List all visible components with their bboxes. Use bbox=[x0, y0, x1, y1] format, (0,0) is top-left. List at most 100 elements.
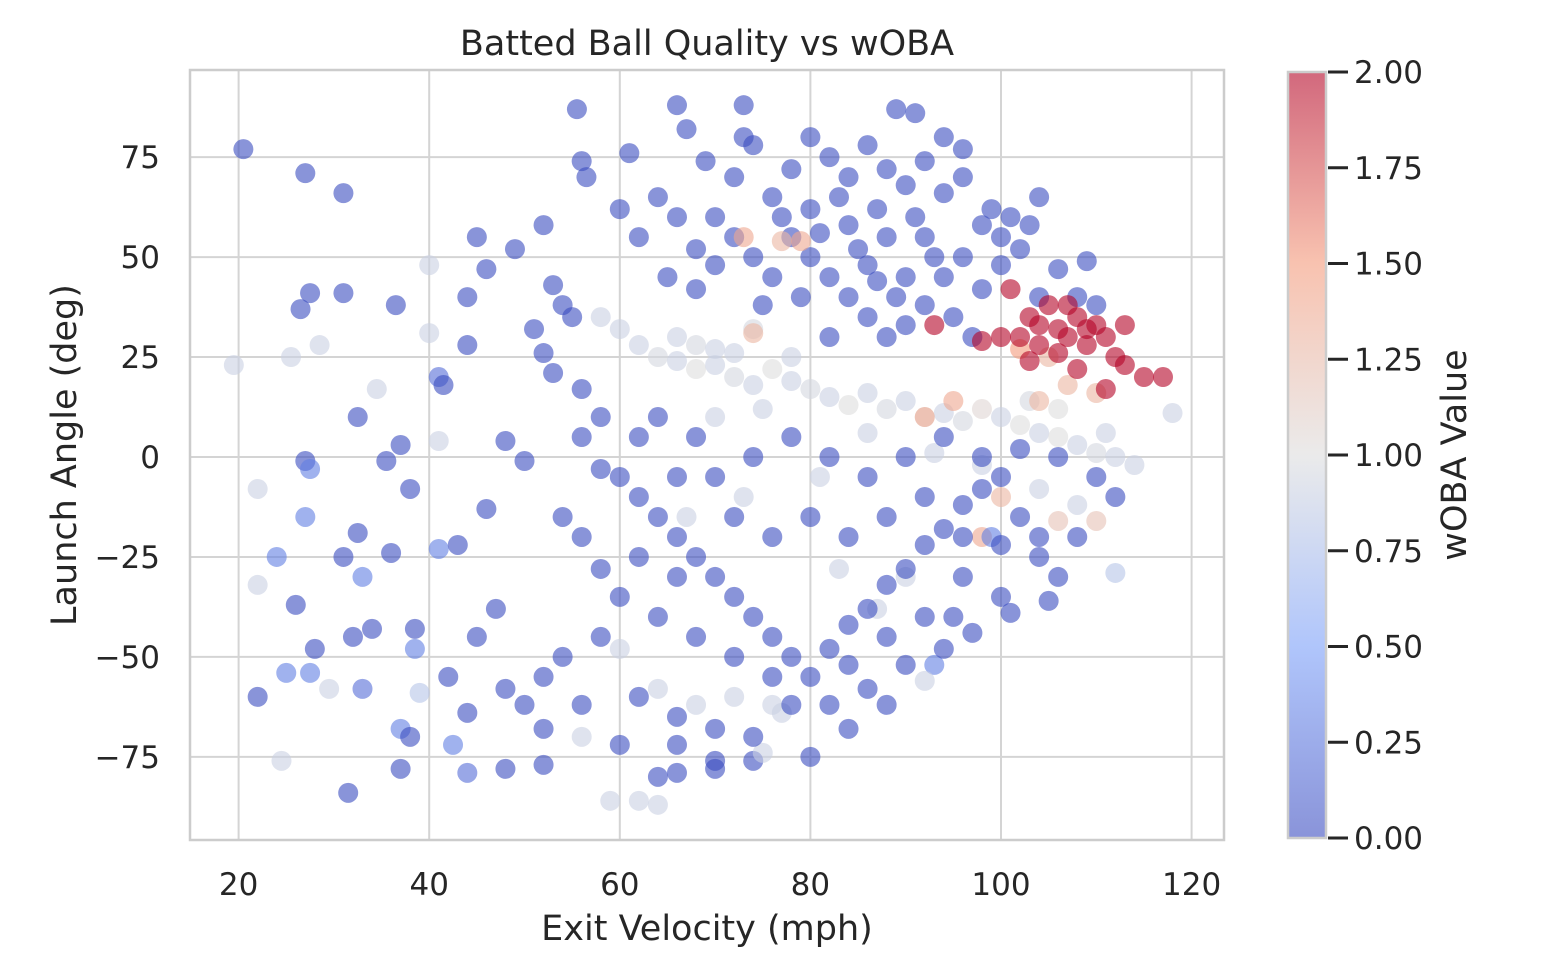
data-point bbox=[876, 626, 897, 647]
data-point bbox=[1086, 295, 1107, 316]
data-point bbox=[952, 526, 973, 547]
data-point bbox=[1105, 562, 1126, 583]
x-axis-ticks: 20 40 60 80 100 120 bbox=[219, 867, 1221, 903]
data-point bbox=[686, 694, 707, 715]
data-point bbox=[366, 379, 387, 400]
data-point bbox=[362, 618, 383, 639]
colorbar-tick-label: 1.50 bbox=[1354, 247, 1423, 283]
data-point bbox=[781, 371, 802, 392]
data-point bbox=[1019, 351, 1040, 372]
data-point bbox=[1105, 347, 1126, 368]
data-point bbox=[800, 247, 821, 268]
data-point bbox=[590, 626, 611, 647]
data-point bbox=[666, 95, 687, 116]
data-point bbox=[600, 790, 621, 811]
data-point bbox=[819, 446, 840, 467]
x-tick-label: 80 bbox=[791, 867, 830, 903]
data-point bbox=[476, 259, 497, 280]
data-point bbox=[990, 327, 1011, 348]
data-point bbox=[686, 427, 707, 448]
data-point bbox=[895, 446, 916, 467]
data-point bbox=[819, 694, 840, 715]
data-point bbox=[676, 506, 697, 527]
data-point bbox=[705, 339, 726, 360]
data-point bbox=[733, 127, 754, 148]
data-point bbox=[724, 686, 745, 707]
data-point bbox=[1086, 466, 1107, 487]
data-point bbox=[533, 718, 554, 739]
y-tick-label: 25 bbox=[121, 340, 160, 376]
data-point bbox=[514, 694, 535, 715]
data-point bbox=[466, 227, 487, 248]
data-point bbox=[352, 566, 373, 587]
data-point bbox=[457, 762, 478, 783]
data-point bbox=[809, 466, 830, 487]
data-point bbox=[1067, 494, 1088, 515]
data-point bbox=[304, 638, 325, 659]
data-point bbox=[1076, 335, 1097, 356]
data-point bbox=[1048, 566, 1069, 587]
data-point bbox=[990, 227, 1011, 248]
data-point bbox=[971, 478, 992, 499]
data-point bbox=[876, 227, 897, 248]
data-point bbox=[404, 638, 425, 659]
x-tick-label: 60 bbox=[600, 867, 639, 903]
data-point bbox=[285, 594, 306, 615]
data-point bbox=[352, 678, 373, 699]
data-point bbox=[543, 363, 564, 384]
x-axis-label: Exit Velocity (mph) bbox=[541, 909, 873, 949]
data-point bbox=[457, 287, 478, 308]
data-point bbox=[933, 638, 954, 659]
data-point bbox=[828, 558, 849, 579]
data-point bbox=[1076, 319, 1097, 340]
data-point bbox=[800, 379, 821, 400]
data-point bbox=[971, 399, 992, 420]
data-point bbox=[838, 654, 859, 675]
data-point bbox=[895, 175, 916, 196]
data-point bbox=[485, 598, 506, 619]
data-point bbox=[385, 295, 406, 316]
data-point bbox=[781, 159, 802, 180]
data-point bbox=[619, 143, 640, 164]
y-tick-label: −25 bbox=[95, 540, 160, 576]
data-point bbox=[543, 275, 564, 296]
data-point bbox=[628, 546, 649, 567]
data-point bbox=[819, 327, 840, 348]
data-point bbox=[857, 598, 878, 619]
data-point bbox=[419, 323, 440, 344]
data-point bbox=[647, 766, 668, 787]
data-point bbox=[609, 638, 630, 659]
data-point bbox=[1133, 367, 1154, 388]
data-point bbox=[952, 139, 973, 160]
data-point bbox=[895, 558, 916, 579]
data-point bbox=[914, 606, 935, 627]
data-point bbox=[443, 734, 464, 755]
data-point bbox=[647, 606, 668, 627]
data-point bbox=[857, 466, 878, 487]
data-point bbox=[1048, 399, 1069, 420]
data-point bbox=[686, 546, 707, 567]
data-point bbox=[838, 395, 859, 416]
data-point bbox=[404, 618, 425, 639]
data-point bbox=[347, 522, 368, 543]
data-point bbox=[886, 287, 907, 308]
data-point bbox=[571, 379, 592, 400]
data-point bbox=[609, 466, 630, 487]
data-point bbox=[447, 534, 468, 555]
plot-frame bbox=[188, 68, 1226, 842]
data-point bbox=[409, 682, 430, 703]
data-point bbox=[838, 167, 859, 188]
data-point bbox=[1010, 239, 1031, 260]
data-point bbox=[666, 734, 687, 755]
data-point bbox=[990, 534, 1011, 555]
data-point bbox=[752, 742, 773, 763]
data-point bbox=[762, 526, 783, 547]
data-point bbox=[1048, 427, 1069, 448]
data-point bbox=[514, 450, 535, 471]
data-point bbox=[752, 295, 773, 316]
data-point bbox=[590, 307, 611, 328]
data-point bbox=[333, 183, 354, 204]
data-point bbox=[338, 782, 359, 803]
data-point bbox=[1095, 379, 1116, 400]
data-point bbox=[857, 307, 878, 328]
